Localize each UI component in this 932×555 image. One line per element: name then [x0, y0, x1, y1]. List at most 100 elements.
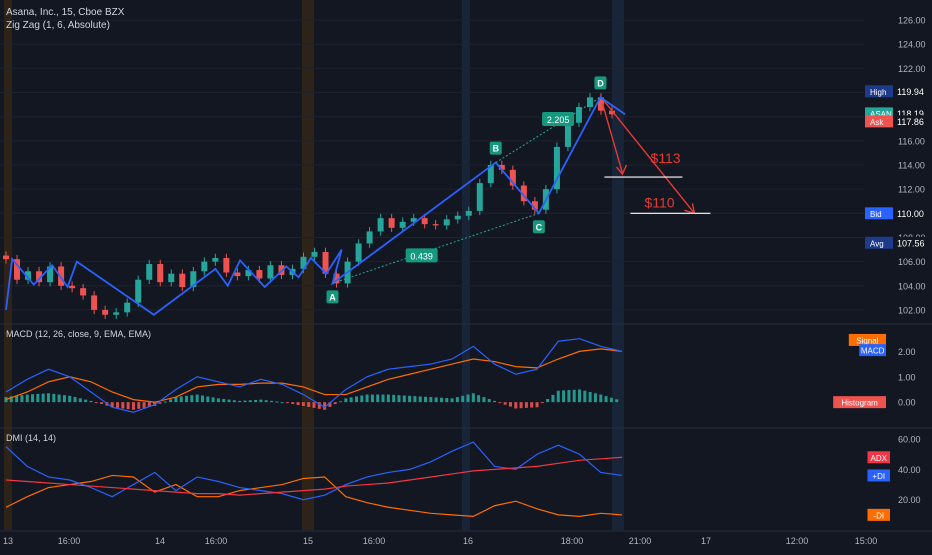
- candle-body: [102, 309, 109, 315]
- macd-tick-label: 0.00: [898, 398, 916, 408]
- price-axis[interactable]: 102.00104.00106.00108.00110.00112.00114.…: [833, 16, 929, 521]
- candle-body: [421, 218, 428, 225]
- macd-pane[interactable]: MACD (12, 26, close, 9, EMA, EMA): [4, 329, 623, 413]
- macd-histogram-bar: [424, 396, 428, 403]
- candle-body: [267, 265, 274, 279]
- target-arrow-2: [603, 100, 695, 214]
- macd-histogram-bar: [514, 402, 518, 409]
- macd-legend-tag: [848, 333, 886, 346]
- candle-body: [80, 288, 87, 296]
- macd-legend-tag-label: MACD: [861, 347, 885, 356]
- macd-histogram-bar: [615, 399, 619, 403]
- price-tick-label: 124.00: [898, 40, 926, 50]
- macd-histogram-bar: [195, 394, 199, 403]
- candle-body: [575, 107, 582, 123]
- macd-histogram-bar: [562, 390, 566, 403]
- macd-line: [5, 338, 623, 413]
- macd-histogram-bar: [317, 402, 321, 409]
- macd-histogram-bar: [487, 398, 491, 403]
- dmi-plus-di-line: [5, 441, 623, 501]
- macd-histogram-bar: [535, 402, 539, 408]
- candle-body: [597, 97, 604, 111]
- macd-histogram-bar: [174, 397, 178, 403]
- candle-body: [531, 201, 538, 210]
- macd-histogram-bar: [604, 396, 608, 403]
- macd-histogram-bar: [285, 402, 289, 404]
- price-tick-label: 114.00: [898, 161, 925, 171]
- macd-histogram-bar: [567, 390, 571, 403]
- macd-histogram-bar: [508, 402, 512, 407]
- macd-histogram-bar: [84, 399, 88, 403]
- macd-histogram-bar: [333, 402, 337, 405]
- macd-histogram-bar: [301, 402, 305, 406]
- price-label-tag: [865, 207, 893, 220]
- pattern-point-badge: [594, 76, 607, 90]
- macd-histogram-bar: [588, 392, 592, 403]
- price-tick-label: 112.00: [898, 185, 925, 195]
- zigzag-indicator-title: Zig Zag (1, 6, Absolute): [6, 20, 110, 31]
- candle-body: [443, 219, 450, 226]
- candle-body: [47, 266, 54, 283]
- macd-histogram-bar: [450, 398, 454, 403]
- macd-histogram-bar: [370, 394, 374, 403]
- candle-body: [179, 273, 186, 287]
- macd-histogram-bar: [110, 402, 114, 408]
- macd-legend-tag: [859, 344, 886, 357]
- target-arrow-1: [601, 103, 624, 174]
- macd-histogram-bar: [360, 395, 364, 403]
- candle-body: [190, 271, 197, 287]
- macd-histogram-bar: [137, 402, 141, 409]
- price-label-name: Ask: [870, 118, 884, 127]
- time-tick-label: 16: [463, 536, 473, 546]
- macd-histogram-bar: [142, 402, 146, 408]
- macd-histogram-bar: [116, 402, 120, 408]
- candle-body: [520, 185, 527, 202]
- macd-legend-tag-label: Histogram: [841, 399, 878, 408]
- macd-histogram-bar: [179, 396, 183, 403]
- time-tick-label: 16:00: [363, 536, 386, 546]
- fib-ratio-label: 2.205: [547, 115, 570, 125]
- macd-histogram-bar: [349, 397, 353, 403]
- dmi-pane[interactable]: DMI (14, 14): [5, 433, 623, 517]
- macd-legend-tag-label: Signal: [856, 336, 878, 345]
- macd-histogram-bar: [52, 393, 56, 403]
- price-tick-label: 102.00: [898, 305, 926, 315]
- time-tick-label: 14: [155, 536, 165, 546]
- candle-body: [564, 122, 571, 147]
- macd-histogram-bar: [429, 397, 433, 403]
- macd-histogram-bar: [211, 397, 215, 403]
- price-label-name: High: [870, 88, 886, 97]
- candle-body: [355, 243, 362, 262]
- macd-histogram-bar: [36, 393, 40, 403]
- candle-body: [322, 251, 329, 274]
- macd-histogram-bar: [524, 402, 528, 408]
- macd-histogram-bar: [57, 394, 61, 403]
- macd-histogram-bar: [243, 400, 247, 403]
- candle-body: [58, 266, 65, 286]
- macd-histogram-bar: [200, 395, 204, 403]
- time-axis[interactable]: 13 16:00 14 16:00 15 16:00 16 18:00 21:00 17 12:00…: [3, 536, 877, 546]
- pattern-point-label: B: [492, 144, 499, 154]
- macd-histogram-bar: [365, 394, 369, 403]
- macd-histogram-bar: [540, 402, 544, 404]
- macd-title: MACD (12, 26, close, 9, EMA, EMA): [6, 329, 151, 339]
- candle-body: [454, 215, 461, 220]
- candle-body: [157, 264, 164, 283]
- fib-ratio-badge: [542, 111, 575, 126]
- macd-histogram-bar: [593, 393, 597, 403]
- header-legend: Asana, Inc., 15, Cboe BZX Zig Zag (1, 6,…: [6, 7, 125, 31]
- price-label-value-bg: [893, 207, 929, 220]
- candle-body: [377, 218, 384, 232]
- price-pane[interactable]: A B C D 0.439 2.205 $113 $110: [3, 76, 711, 319]
- macd-histogram-bar: [296, 402, 300, 406]
- target-label: $110: [644, 194, 674, 210]
- macd-histogram-bar: [227, 399, 231, 403]
- macd-histogram-bar: [254, 399, 258, 403]
- price-tick-label: 126.00: [898, 16, 926, 26]
- macd-histogram-bar: [25, 394, 29, 403]
- macd-histogram-bar: [461, 395, 465, 403]
- time-tick-label: 12:00: [786, 536, 809, 546]
- pattern-point-badge: [326, 290, 339, 304]
